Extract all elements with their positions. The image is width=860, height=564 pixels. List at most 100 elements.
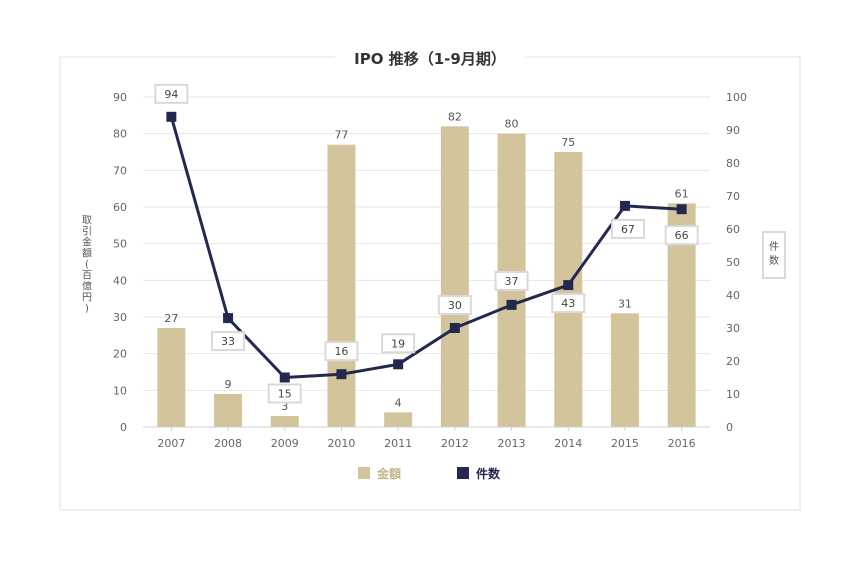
x-tick-label: 2013 xyxy=(498,437,526,450)
left-axis-label-char: ( xyxy=(85,260,89,271)
line-value-label: 19 xyxy=(391,337,405,350)
line-value-label: 66 xyxy=(675,229,689,242)
right-axis-label-char: 件 xyxy=(769,241,779,253)
left-tick-label: 20 xyxy=(113,348,127,361)
bar xyxy=(214,394,243,427)
bar-value-label: 61 xyxy=(675,187,689,200)
line-value-label: 16 xyxy=(334,345,348,358)
left-tick-label: 40 xyxy=(113,274,127,287)
left-axis-label-char: ) xyxy=(85,304,89,315)
x-tick-label: 2011 xyxy=(384,437,412,450)
left-tick-label: 60 xyxy=(113,201,127,214)
legend-label-count: 件数 xyxy=(476,466,501,481)
line-point xyxy=(676,204,687,215)
bar xyxy=(270,416,299,427)
left-axis-label-char: 取 xyxy=(82,215,92,227)
legend: 金額 件数 xyxy=(358,466,501,481)
x-tick-label: 2010 xyxy=(327,437,355,450)
legend-swatch-count xyxy=(457,467,469,479)
right-tick-label: 90 xyxy=(726,124,740,137)
left-tick-label: 70 xyxy=(113,164,127,177)
line-value-label: 94 xyxy=(164,88,178,101)
left-tick-label: 30 xyxy=(113,311,127,324)
right-tick-label: 30 xyxy=(726,322,740,335)
line-label-box xyxy=(551,293,586,314)
line-point xyxy=(393,359,404,370)
line-point xyxy=(336,369,347,380)
right-tick-label: 100 xyxy=(726,91,747,104)
chart-title: IPO 推移（1-9月期） xyxy=(354,50,506,68)
right-tick-label: 40 xyxy=(726,289,740,302)
legend-label-amount: 金額 xyxy=(376,466,401,481)
left-axis-label-char: 額 xyxy=(82,247,92,260)
x-tick-label: 2009 xyxy=(271,437,299,450)
right-tick-label: 70 xyxy=(726,190,740,203)
left-axis-label-char: 金 xyxy=(82,236,92,249)
line-label-box xyxy=(381,333,416,354)
bar xyxy=(440,126,469,427)
bar-series xyxy=(157,126,696,427)
line-label-box xyxy=(664,225,699,246)
right-axis-label-box xyxy=(762,231,786,279)
bar xyxy=(327,144,356,427)
right-tick-label: 20 xyxy=(726,355,740,368)
right-tick-label: 50 xyxy=(726,256,740,269)
line-point xyxy=(506,299,517,310)
bar xyxy=(610,313,639,427)
line-point xyxy=(619,200,630,211)
line-value-labels: 94 33 15 16 19 30 37 43 67 66 xyxy=(154,83,699,404)
right-tick-label: 60 xyxy=(726,223,740,236)
left-tick-label: 10 xyxy=(113,384,127,397)
line-label-box xyxy=(267,383,302,404)
line-point xyxy=(449,323,460,333)
left-tick-label: 80 xyxy=(113,128,127,141)
line-value-label: 30 xyxy=(448,299,462,312)
line-series xyxy=(166,111,687,383)
line-label-box xyxy=(437,295,472,315)
left-tick-label: 90 xyxy=(113,91,127,104)
left-tick-label: 50 xyxy=(113,238,127,251)
bar xyxy=(384,412,413,427)
line-value-label: 15 xyxy=(278,388,292,401)
bar-value-label: 27 xyxy=(164,312,178,325)
axes: 0 10 20 30 40 50 60 70 80 90 0 10 20 30 40 50 60 70 80 90 10… xyxy=(82,91,786,450)
line-point xyxy=(563,280,574,291)
x-tick-label: 2008 xyxy=(214,437,242,450)
line-label-box xyxy=(494,270,529,291)
right-tick-label: 0 xyxy=(726,421,733,434)
bar-value-label: 3 xyxy=(281,400,288,413)
right-tick-label: 80 xyxy=(726,157,740,170)
x-tick-label: 2016 xyxy=(668,437,696,450)
line-value-label: 43 xyxy=(561,297,575,310)
right-axis-label: 件数 xyxy=(769,241,779,267)
bar-value-label: 31 xyxy=(618,297,632,310)
line-label-box xyxy=(154,83,189,104)
line-point xyxy=(223,313,234,324)
left-axis-label-char: 円 xyxy=(82,293,92,304)
left-axis-label: 取引金額(百億円) xyxy=(82,215,92,315)
bar-value-label: 82 xyxy=(448,110,462,123)
bar-value-label: 9 xyxy=(225,378,232,391)
line-label-box xyxy=(610,218,645,239)
left-tick-label: 0 xyxy=(120,421,127,434)
x-tick-label: 2007 xyxy=(157,437,185,450)
line-point xyxy=(166,111,177,122)
line-value-label: 37 xyxy=(505,275,519,288)
line-value-label: 67 xyxy=(621,223,635,236)
line-value-label: 33 xyxy=(221,335,235,348)
bar-value-label: 4 xyxy=(395,396,402,409)
bar xyxy=(157,328,186,427)
x-tick-label: 2012 xyxy=(441,437,469,450)
series-line xyxy=(169,116,682,379)
x-tick-label: 2015 xyxy=(611,437,639,450)
line-label-box xyxy=(211,331,246,352)
line-label-box xyxy=(324,341,359,362)
left-axis-label-char: 百 xyxy=(82,270,92,282)
right-axis-label-char: 数 xyxy=(769,254,779,267)
title-backdrop xyxy=(335,45,525,69)
right-tick-label: 10 xyxy=(726,388,740,401)
x-tick-label: 2014 xyxy=(554,437,582,450)
line-point xyxy=(279,372,290,383)
